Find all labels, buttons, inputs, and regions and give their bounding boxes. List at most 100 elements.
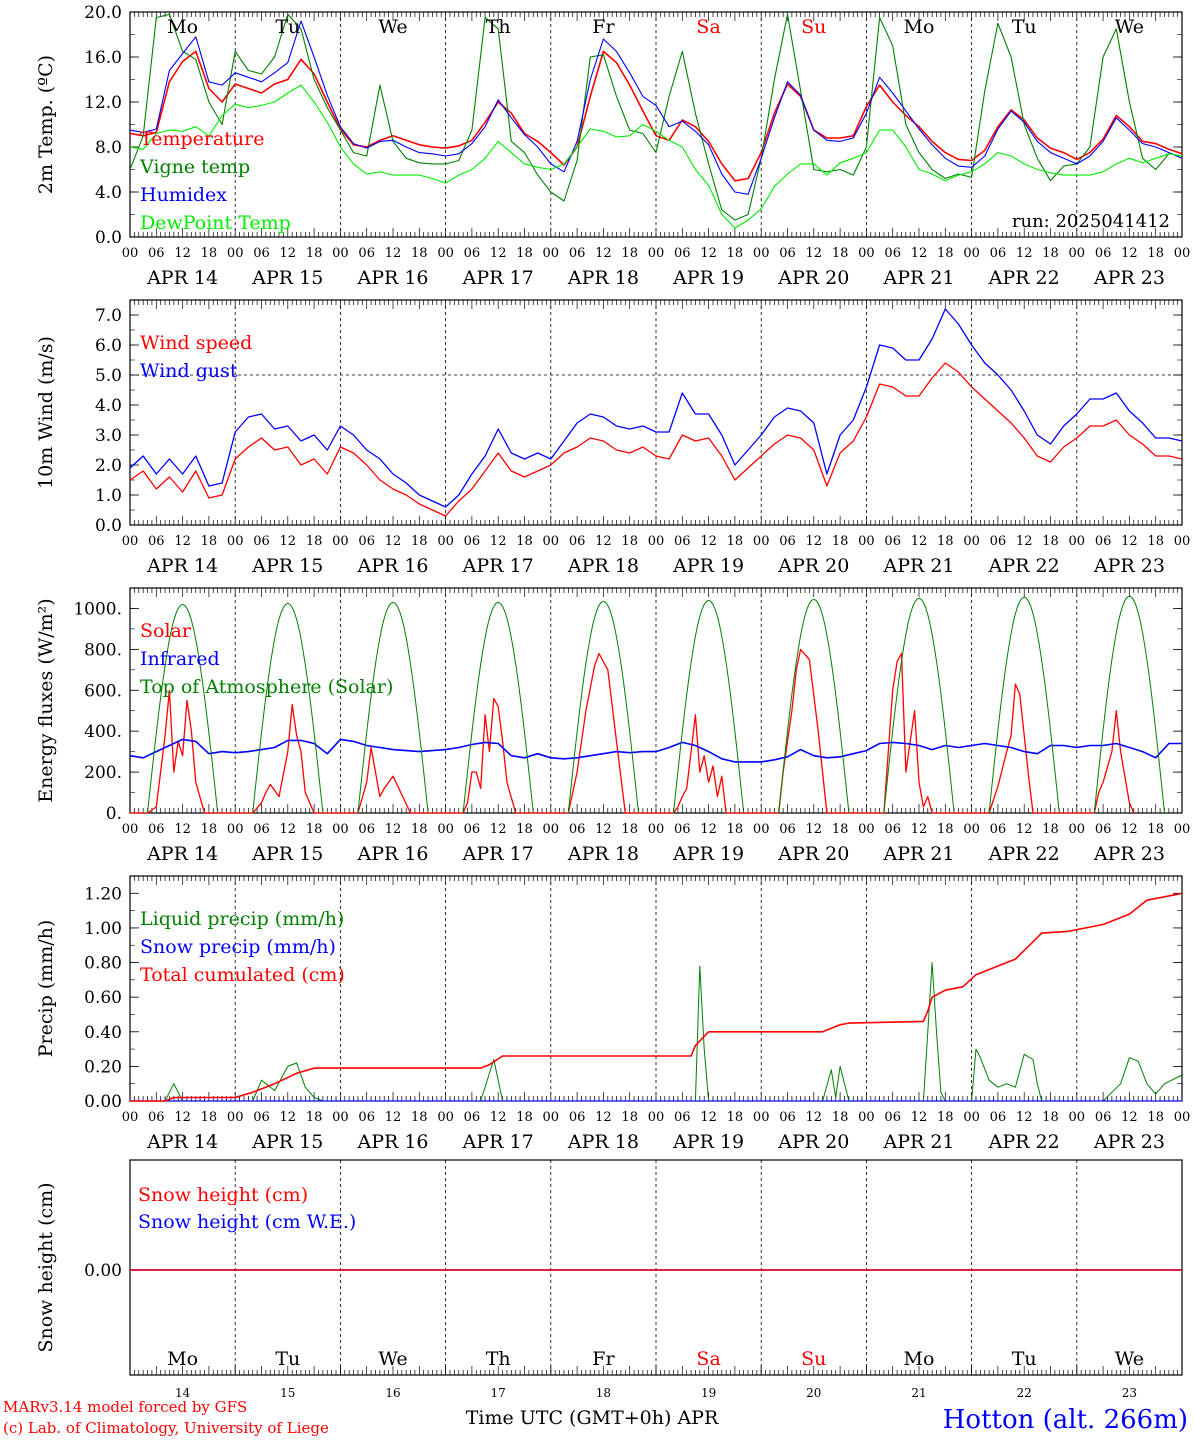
date-label: APR 20: [777, 555, 849, 577]
date-label: APR 17: [462, 1131, 534, 1153]
series-line: [130, 892, 1183, 1102]
toa-solar-arc: [462, 601, 534, 814]
weekday-label: Tu: [275, 16, 300, 38]
hour-tick-label: 12: [595, 822, 612, 837]
panel-precip: 0.00 0.20 0.40 0.60 0.80 1.00 1.20 Precip (mm/h…: [35, 875, 1190, 1153]
hour-tick-label: 06: [884, 822, 901, 837]
y-tick-label: 0.: [106, 804, 122, 824]
series-line: [129, 20, 1183, 195]
panel-snow: 0.00 Snow height (cm) Snow height (cm) Snow…: [35, 1159, 1183, 1400]
hour-tick-label: 06: [148, 822, 165, 837]
day-number-label: 23: [1122, 1386, 1137, 1400]
hour-tick-label: 18: [937, 1110, 954, 1125]
y-tick-label: 800.: [84, 640, 122, 660]
weekday-label: Sa: [696, 1348, 720, 1370]
hour-tick-label: 12: [595, 246, 612, 261]
y-axis-label: Snow height (cm): [35, 1182, 57, 1352]
hour-tick-label: 18: [201, 822, 218, 837]
hour-tick-label: 12: [700, 246, 717, 261]
hour-tick-label: 06: [674, 246, 691, 261]
date-label: APR 20: [777, 1131, 849, 1153]
hour-tick-label: 12: [911, 1110, 928, 1125]
hour-tick-label: 12: [174, 534, 191, 549]
hour-tick-label: 06: [148, 246, 165, 261]
hour-tick-label: 00: [753, 534, 770, 549]
hour-tick-label: 18: [1042, 822, 1059, 837]
hour-tick-label: 00: [963, 822, 980, 837]
legend-entry: Top of Atmosphere (Solar): [140, 676, 393, 698]
hour-tick-label: 06: [884, 246, 901, 261]
hour-tick-label: 18: [727, 822, 744, 837]
hour-tick-label: 12: [1121, 822, 1138, 837]
date-label: APR 14: [146, 267, 218, 289]
day-number-label: 14: [175, 1386, 191, 1400]
hour-tick-label: 00: [1069, 822, 1086, 837]
hour-tick-label: 12: [1016, 1110, 1033, 1125]
panel-wind: 0.0 1.0 2.0 3.0 4.0 5.0 6.0 7.0 10m Wind (m/s) Wi…: [35, 299, 1190, 577]
hour-tick-label: 18: [1147, 246, 1164, 261]
hour-tick-label: 18: [1147, 1110, 1164, 1125]
date-label: APR 22: [988, 267, 1060, 289]
weekday-label: Mo: [167, 1348, 198, 1370]
y-tick-label: 0.40: [84, 1023, 122, 1043]
date-label: APR 15: [251, 843, 323, 865]
date-label: APR 15: [251, 267, 323, 289]
date-label: APR 23: [1093, 843, 1165, 865]
date-label: APR 16: [356, 267, 428, 289]
hour-tick-label: 06: [358, 822, 375, 837]
toa-solar-arc: [567, 600, 639, 814]
weekday-label: Mo: [904, 1348, 935, 1370]
hour-tick-label: 06: [1095, 822, 1112, 837]
hour-tick-label: 00: [648, 246, 665, 261]
y-tick-label: 12.0: [84, 93, 122, 113]
hour-tick-label: 18: [1042, 534, 1059, 549]
hour-tick-label: 18: [621, 822, 638, 837]
hour-tick-label: 06: [779, 822, 796, 837]
hour-tick-label: 06: [990, 534, 1007, 549]
hour-tick-label: 12: [806, 534, 823, 549]
hour-tick-label: 00: [1174, 246, 1191, 261]
hour-tick-label: 00: [1174, 822, 1191, 837]
y-tick-label: 0.00: [84, 1261, 122, 1281]
weekday-label: Fr: [592, 16, 615, 38]
day-number-label: 18: [596, 1386, 611, 1400]
hour-tick-label: 00: [753, 1110, 770, 1125]
credit-line-1: MARv3.14 model forced by GFS: [3, 1398, 247, 1416]
day-number-label: 15: [280, 1386, 295, 1400]
date-label: APR 16: [356, 1131, 428, 1153]
toa-solar-arc: [673, 599, 745, 814]
y-tick-label: 1.20: [84, 884, 122, 904]
legend-entry: Snow height (cm): [138, 1184, 308, 1206]
hour-tick-label: 12: [385, 1110, 402, 1125]
day-number-label: 21: [911, 1386, 926, 1400]
date-label: APR 17: [462, 555, 534, 577]
hour-tick-label: 18: [937, 246, 954, 261]
hour-tick-label: 18: [1147, 822, 1164, 837]
y-tick-label: 0.0: [95, 516, 122, 536]
hour-tick-label: 18: [832, 246, 849, 261]
hour-tick-label: 12: [174, 246, 191, 261]
y-tick-label: 2.0: [95, 456, 122, 476]
hour-tick-label: 06: [674, 534, 691, 549]
credit-line-2: (c) Lab. of Climatology, University of L…: [3, 1419, 329, 1437]
hour-tick-label: 06: [1095, 246, 1112, 261]
station-label: Hotton (alt. 266m): [943, 1405, 1188, 1435]
y-tick-label: 5.0: [95, 366, 122, 386]
hour-tick-label: 06: [569, 1110, 586, 1125]
y-axis-label: 10m Wind (m/s): [35, 336, 57, 489]
legend-entry: Wind gust: [140, 360, 238, 382]
hour-tick-label: 00: [963, 246, 980, 261]
hour-tick-label: 06: [884, 1110, 901, 1125]
date-label: APR 14: [146, 555, 218, 577]
hour-tick-label: 00: [122, 246, 139, 261]
weekday-label: Th: [486, 16, 511, 38]
weekday-label: Tu: [1012, 16, 1037, 38]
hour-tick-label: 06: [990, 246, 1007, 261]
hour-tick-label: 06: [674, 822, 691, 837]
y-tick-label: 1.0: [95, 486, 122, 506]
hour-tick-label: 12: [280, 534, 297, 549]
hour-tick-label: 18: [832, 1110, 849, 1125]
date-label: APR 17: [462, 843, 534, 865]
hour-tick-label: 18: [306, 246, 323, 261]
hour-tick-label: 12: [174, 822, 191, 837]
